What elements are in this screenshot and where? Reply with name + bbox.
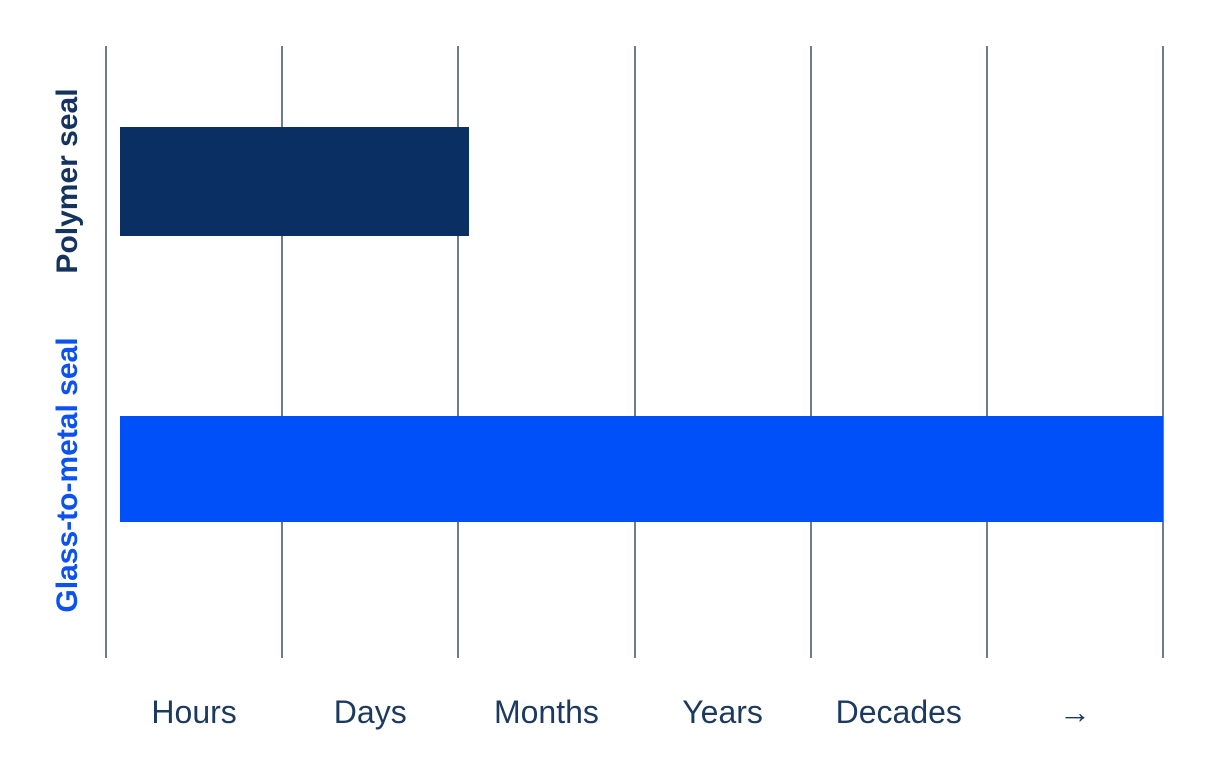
gridlines-layer xyxy=(105,46,1164,658)
y-axis-label-polymer-seal: Polymer seal xyxy=(51,88,84,274)
bar-glass-to-metal-seal xyxy=(120,416,1163,522)
bar-polymer-seal xyxy=(120,127,469,236)
gridline-5 xyxy=(985,46,988,658)
gridline-3 xyxy=(633,46,636,658)
gridline-2 xyxy=(457,46,460,658)
x-tick-label-4: Decades xyxy=(835,694,962,730)
gridline-6 xyxy=(1162,46,1164,658)
y-axis-label-glass-to-metal-seal: Glass-to-metal seal xyxy=(51,337,84,613)
x-tick-label-3: Years xyxy=(682,694,763,730)
gridline-0 xyxy=(105,46,107,658)
x-axis-labels: Hours Days Months Years Decades → xyxy=(106,692,1163,738)
x-tick-label-2: Months xyxy=(493,694,599,730)
x-tick-label-5: → xyxy=(1058,694,1091,730)
gridline-4 xyxy=(809,46,812,658)
gridline-1 xyxy=(281,46,284,658)
x-tick-label-1: Days xyxy=(333,694,407,730)
plot-area xyxy=(105,46,1164,658)
x-tick-label-0: Hours xyxy=(151,694,237,730)
